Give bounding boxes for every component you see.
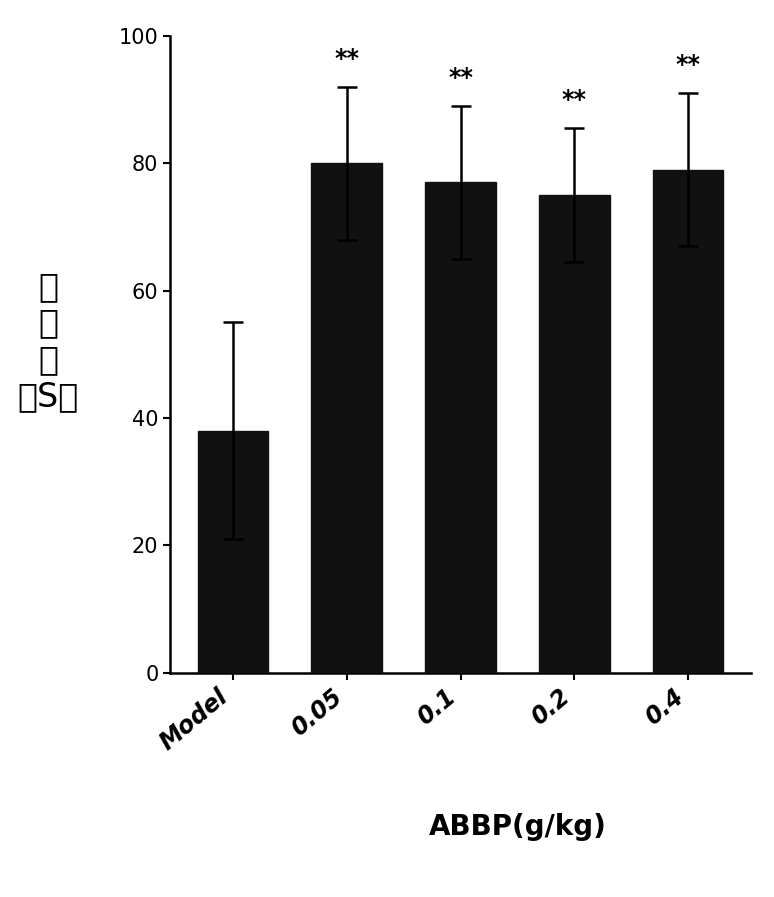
Text: **: ** xyxy=(334,47,359,71)
Text: ABBP(g/kg): ABBP(g/kg) xyxy=(429,813,606,840)
Text: **: ** xyxy=(448,66,473,90)
Text: **: ** xyxy=(676,53,700,77)
Text: **: ** xyxy=(562,88,587,112)
Bar xyxy=(311,163,382,673)
Bar xyxy=(197,431,268,673)
Text: 潜
伏
期
（S）: 潜 伏 期 （S） xyxy=(18,270,79,414)
Bar xyxy=(425,182,496,673)
Bar xyxy=(653,170,724,673)
Bar xyxy=(539,196,610,673)
